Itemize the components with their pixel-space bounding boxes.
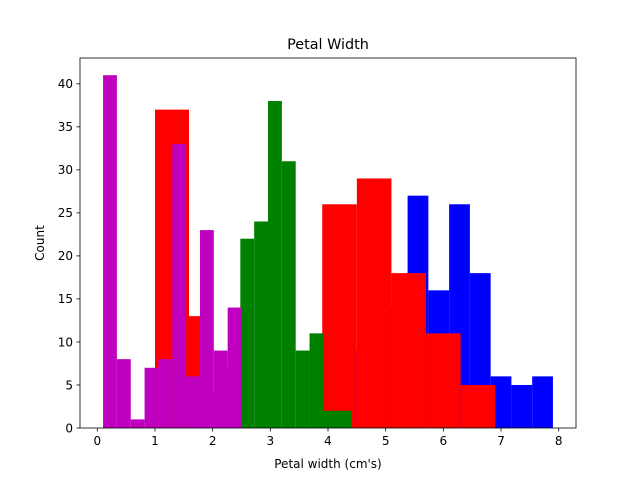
x-tick-label: 8: [555, 434, 563, 448]
x-tick-label: 6: [440, 434, 448, 448]
histogram-bar: [309, 333, 324, 428]
histogram-bar: [322, 204, 357, 428]
histogram-bar: [295, 350, 310, 428]
histogram-bar: [213, 350, 228, 428]
histogram-bar: [337, 410, 352, 428]
histogram-bars: [103, 75, 553, 429]
histogram-bar: [460, 384, 496, 428]
y-tick-label: 40: [58, 77, 73, 91]
y-tick-label: 15: [58, 292, 73, 306]
x-tick-label: 4: [324, 434, 332, 448]
histogram-bar: [130, 419, 145, 428]
histogram-bar: [172, 144, 187, 428]
y-tick-label: 5: [65, 378, 73, 392]
y-tick-label: 30: [58, 163, 73, 177]
histogram-bar: [426, 333, 461, 428]
x-axis-label: Petal width (cm's): [274, 457, 382, 471]
histogram-bar: [356, 178, 392, 428]
histogram-bar: [158, 359, 173, 428]
y-tick-label: 35: [58, 120, 73, 134]
chart-title: Petal Width: [287, 37, 369, 53]
histogram-bar: [391, 273, 427, 428]
y-axis-ticks: 0 5 10 15 20 25 30 35 40: [58, 77, 80, 435]
histogram-bar: [103, 75, 117, 429]
histogram-bar: [323, 410, 338, 428]
y-axis-label: Count: [33, 225, 47, 261]
histogram-bar: [254, 221, 269, 428]
histogram-bar: [116, 359, 131, 428]
histogram-bar: [268, 101, 282, 428]
histogram-bar: [186, 376, 200, 428]
histogram-bar: [227, 307, 242, 428]
x-tick-label: 3: [267, 434, 275, 448]
x-tick-label: 7: [497, 434, 505, 448]
y-tick-label: 20: [58, 249, 73, 263]
y-tick-label: 0: [65, 421, 73, 435]
x-axis-ticks: 0 1 2 3 4 5 6 7 8: [93, 428, 563, 448]
x-tick-label: 2: [209, 434, 217, 448]
y-tick-label: 10: [58, 335, 73, 349]
y-tick-label: 25: [58, 206, 73, 220]
x-tick-label: 0: [93, 434, 101, 448]
histogram-bar: [240, 238, 255, 428]
histogram-bar: [511, 384, 533, 428]
x-tick-label: 5: [382, 434, 390, 448]
histogram-bar: [490, 376, 512, 428]
histogram-bar: [281, 161, 296, 429]
x-tick-label: 1: [151, 434, 159, 448]
histogram-bar: [144, 367, 159, 428]
histogram-bar: [199, 230, 214, 428]
histogram-bar: [532, 376, 553, 428]
